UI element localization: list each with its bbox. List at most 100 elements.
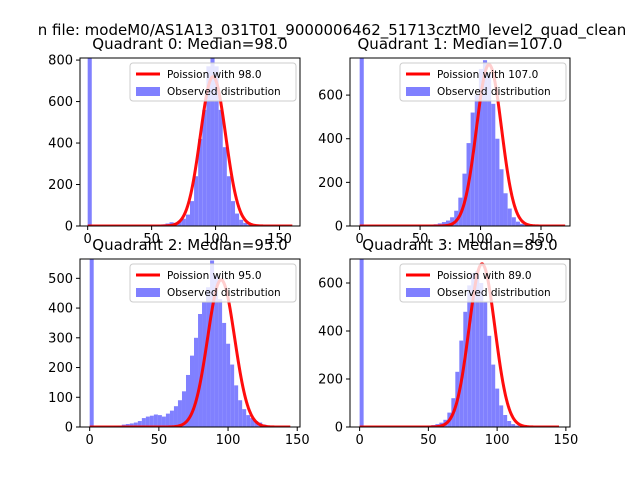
hist-bar (471, 273, 476, 427)
hist-bar (243, 222, 248, 226)
hist-bar (359, 259, 364, 427)
hist-bar (222, 147, 227, 226)
legend-poisson-label: Poission with 98.0 (167, 69, 262, 81)
hist-bar (165, 413, 170, 427)
y-tick-label: 400 (318, 132, 343, 147)
legend-box (129, 263, 297, 303)
hist-bar (475, 271, 480, 427)
figure-suptitle: n file: modeM0/AS1A13_031T01_9000006462_… (38, 21, 627, 40)
hist-bar (161, 416, 166, 427)
hist-bar (198, 314, 203, 427)
subplot-quadrant-0: 0 50 100 150 0 200 400 600 800 Quadrant 0: Median… (48, 35, 301, 247)
subplot-quadrant-1: 0 50 100 150 0 200 400 600 Quadrant 1: Median=10… (318, 35, 571, 247)
hist-bar (499, 169, 504, 226)
hist-bar (181, 218, 186, 226)
hist-bar (218, 299, 223, 427)
x-tick-label: 50 (412, 232, 429, 247)
x-tick-label: 150 (529, 232, 554, 247)
hist-bar (482, 60, 488, 226)
x-tick-label: 0 (84, 232, 92, 247)
x-tick-label: 100 (216, 433, 241, 448)
hist-bar (254, 421, 259, 427)
axes-frame (349, 258, 571, 428)
y-tick-label: 800 (48, 54, 73, 69)
y-tick-label: 0 (65, 220, 73, 235)
poisson-curve (359, 262, 560, 427)
x-tick-label: 0 (86, 433, 94, 448)
plot-area (359, 58, 566, 226)
legend-observed-label: Observed distribution (437, 86, 551, 98)
hist-bar (169, 410, 174, 427)
legend-observed-swatch (136, 288, 160, 297)
legend-box (129, 62, 297, 102)
hist-bar (511, 217, 516, 226)
hist-bar (246, 415, 251, 427)
subplot-quadrant-3: 0 50 100 150 0 200 400 600 Quadrant 3: Median=89… (318, 236, 578, 448)
hist-bar (194, 337, 199, 427)
legend-poisson-label: Poission with 95.0 (167, 270, 262, 282)
hist-bar (194, 176, 199, 226)
axes-frame (79, 57, 301, 227)
plot-area (89, 259, 291, 427)
subplot-title: Quadrant 3: Median=89.0 (362, 236, 557, 254)
x-tick-label: 100 (203, 232, 228, 247)
hist-bar (185, 374, 190, 427)
hist-bar (206, 66, 211, 226)
hist-bar (177, 220, 182, 226)
hist-bar (250, 418, 255, 427)
hist-bar (515, 221, 520, 226)
hist-bar (474, 95, 479, 226)
hist-bar (491, 364, 496, 427)
hist-bar (145, 416, 150, 427)
hist-bar (491, 103, 496, 226)
y-tick-label: 0 (335, 421, 343, 436)
y-tick-label: 300 (48, 331, 73, 346)
x-tick-label: 150 (285, 433, 310, 448)
x-tick-label: 50 (420, 433, 437, 448)
hist-bar (467, 285, 472, 427)
hist-bar (226, 343, 231, 427)
y-tick-label: 100 (48, 391, 73, 406)
hist-bar (87, 58, 92, 226)
legend-observed-swatch (136, 87, 160, 96)
subplot-quadrant-2: 0 50 100 150 0 100 200 300 400 500 Quadrant 2: Med… (48, 236, 309, 448)
hist-bar (137, 421, 142, 427)
x-tick-label: 0 (356, 232, 364, 247)
hist-bar (483, 302, 488, 427)
hist-bar (454, 210, 459, 226)
hist-bar (206, 287, 211, 427)
hist-bar (202, 109, 207, 226)
hist-bar (487, 335, 492, 427)
subplot-title: Quadrant 1: Median=107.0 (358, 35, 563, 53)
x-tick-label: 100 (468, 232, 493, 247)
poisson-curve (89, 278, 291, 427)
y-tick-label: 200 (48, 178, 73, 193)
hist-bar (519, 223, 525, 226)
hist-bar (503, 193, 508, 226)
y-tick-label: 600 (318, 277, 343, 292)
hist-bar (511, 424, 516, 427)
y-tick-label: 600 (48, 95, 73, 110)
hist-bar (499, 405, 504, 427)
hist-bar (441, 222, 446, 226)
hist-bar (487, 73, 492, 226)
y-tick-label: 400 (318, 325, 343, 340)
hist-bar (210, 58, 215, 226)
hist-bar (238, 400, 243, 427)
x-tick-label: 150 (267, 232, 292, 247)
hist-bar (247, 224, 252, 226)
hist-bar (450, 217, 455, 226)
plot-area (359, 259, 560, 427)
y-tick-label: 200 (318, 176, 343, 191)
hist-bar (185, 214, 190, 226)
legend-observed-swatch (406, 87, 430, 96)
y-tick-label: 0 (65, 421, 73, 436)
x-tick-label: 50 (151, 433, 168, 448)
y-tick-label: 200 (48, 361, 73, 376)
legend-poisson-label: Poission with 89.0 (437, 270, 532, 282)
hist-bar (478, 68, 483, 226)
hist-bar (470, 112, 475, 226)
hist-bar (210, 260, 215, 427)
hist-bar (230, 364, 235, 427)
legend-observed-label: Observed distribution (167, 287, 281, 299)
